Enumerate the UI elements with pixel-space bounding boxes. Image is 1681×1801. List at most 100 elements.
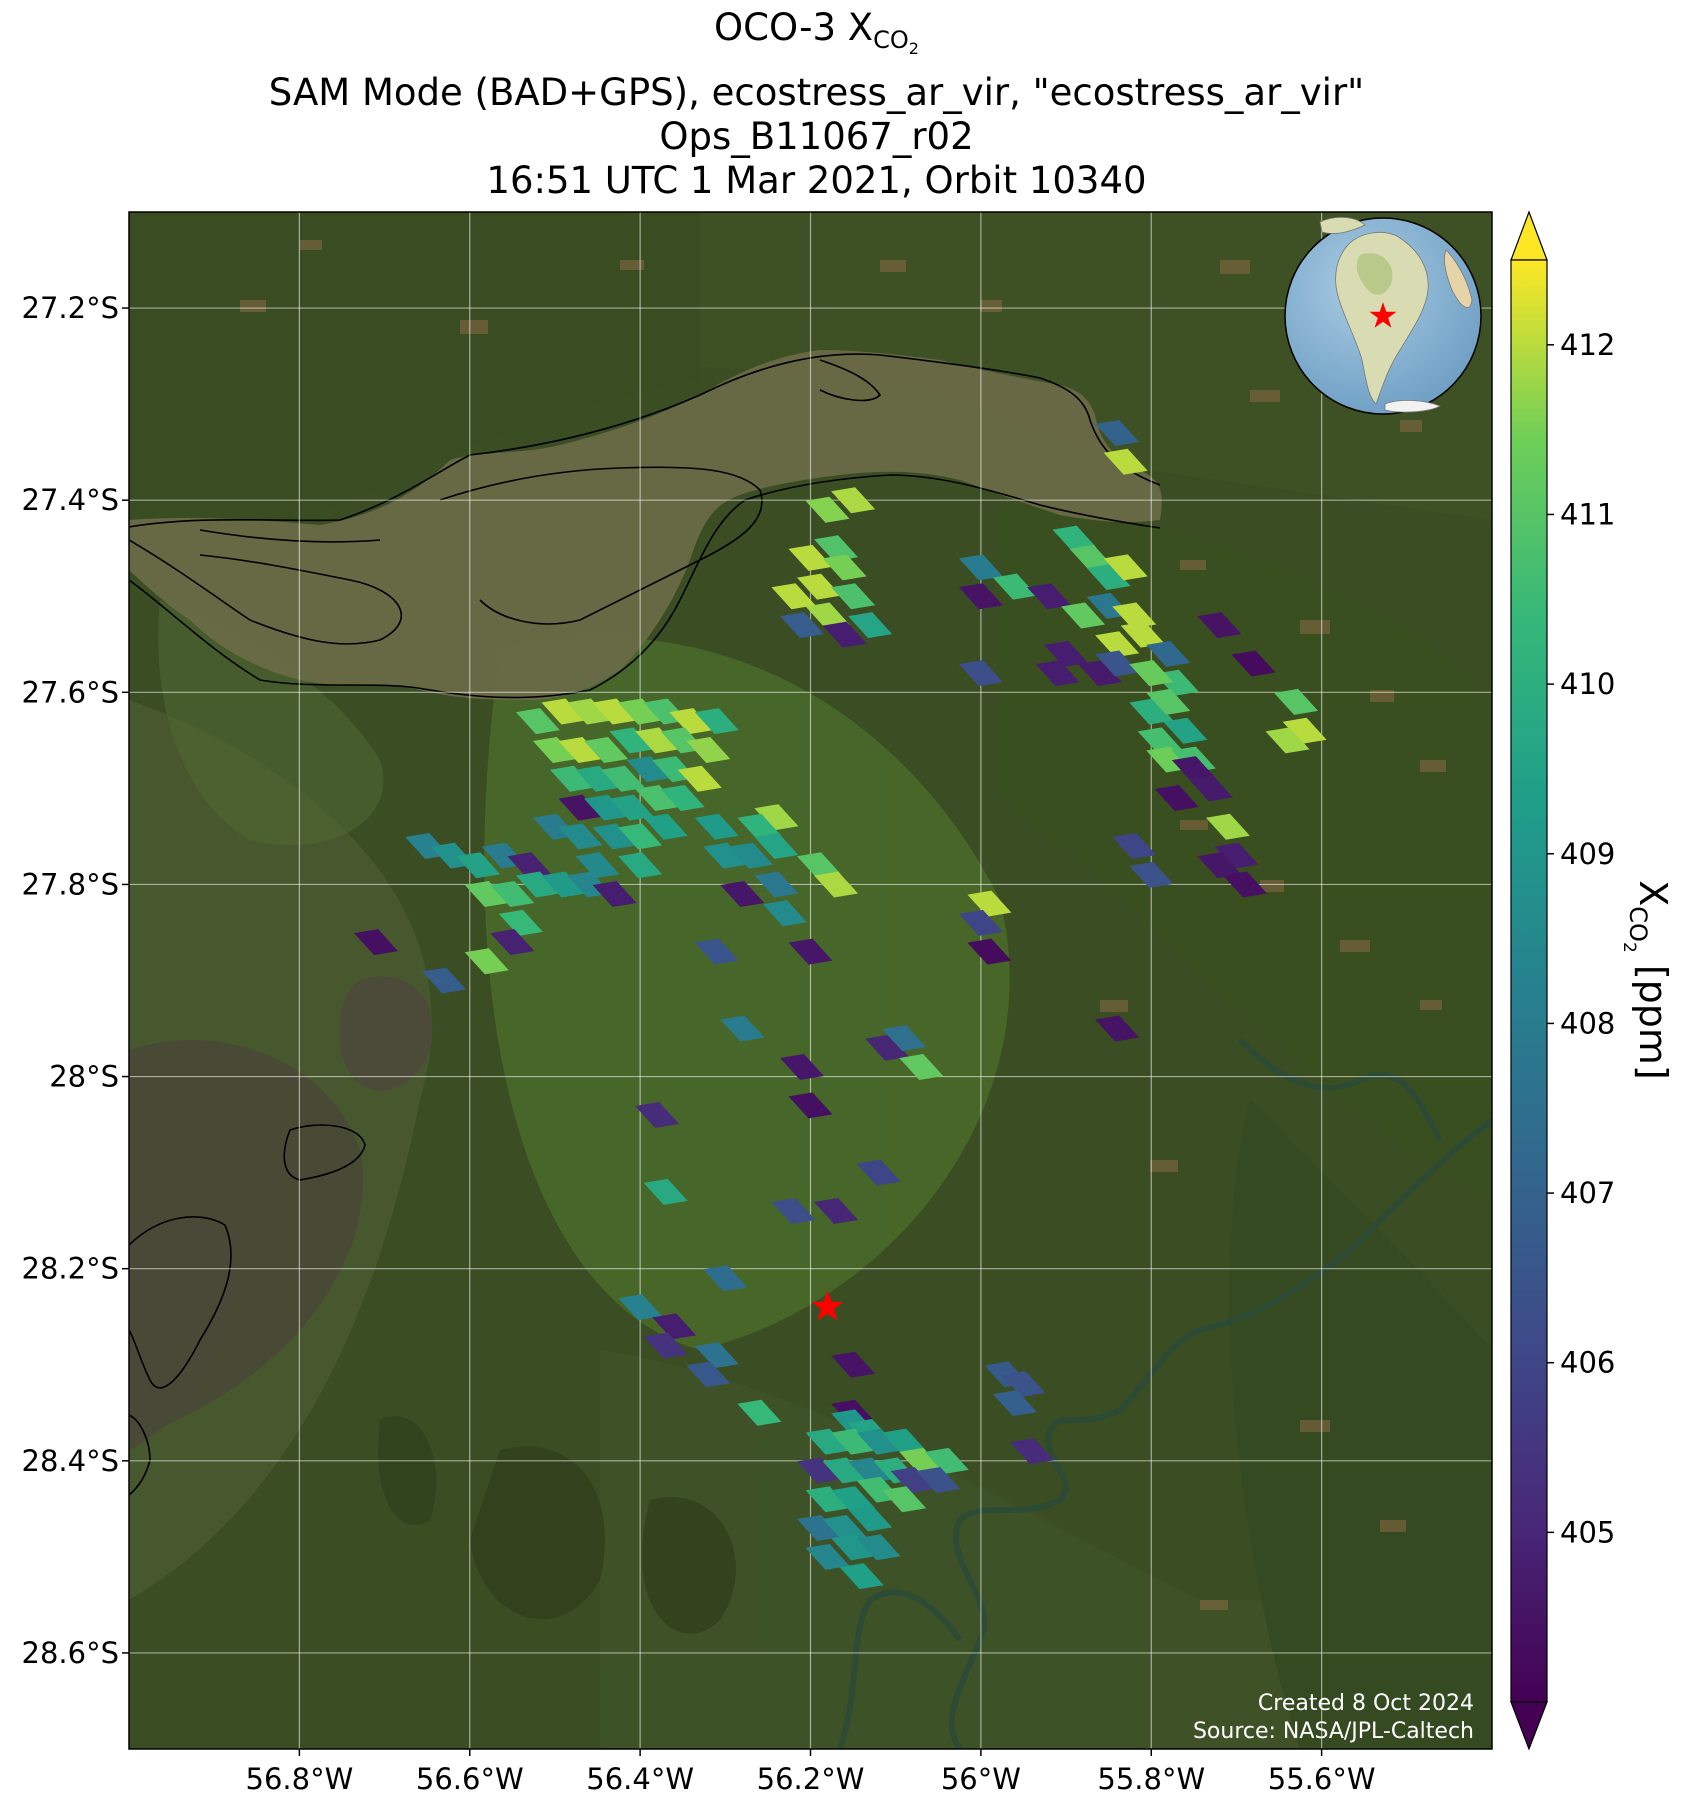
- sounding-footprint[interactable]: [1027, 583, 1072, 610]
- sounding-footprint[interactable]: [805, 1428, 850, 1455]
- sounding-footprint[interactable]: [916, 1467, 961, 1494]
- sounding-footprint[interactable]: [490, 881, 535, 908]
- sounding-footprint[interactable]: [958, 583, 1003, 610]
- sounding-footprint[interactable]: [575, 765, 620, 792]
- sounding-footprint[interactable]: [797, 573, 842, 600]
- sounding-footprint[interactable]: [635, 727, 680, 754]
- sounding-footprint[interactable]: [575, 852, 620, 879]
- sounding-footprint[interactable]: [720, 881, 765, 908]
- sounding-footprint[interactable]: [456, 852, 501, 879]
- sounding-footprint[interactable]: [831, 487, 876, 514]
- sounding-footprint[interactable]: [686, 736, 731, 763]
- sounding-footprint[interactable]: [822, 554, 867, 581]
- sounding-footprint[interactable]: [703, 842, 748, 869]
- sounding-footprint[interactable]: [882, 1025, 927, 1052]
- sounding-footprint[interactable]: [848, 1505, 893, 1532]
- sounding-footprint[interactable]: [848, 1457, 893, 1484]
- sounding-footprint[interactable]: [1222, 871, 1267, 898]
- sounding-footprint[interactable]: [899, 1447, 944, 1474]
- sounding-footprint[interactable]: [1052, 525, 1097, 552]
- sounding-footprint[interactable]: [694, 813, 739, 840]
- sounding-footprint[interactable]: [805, 1486, 850, 1513]
- map-panel[interactable]: Created 8 Oct 2024 Source: NASA/JPL-Calt…: [129, 212, 1492, 1749]
- sounding-footprint[interactable]: [1112, 833, 1157, 860]
- sounding-footprint[interactable]: [882, 1428, 927, 1455]
- sounding-footprint[interactable]: [805, 602, 850, 629]
- sounding-footprint[interactable]: [865, 1034, 910, 1061]
- sounding-footprint[interactable]: [584, 794, 629, 821]
- sounding-footprint[interactable]: [541, 698, 586, 725]
- sounding-footprint[interactable]: [822, 1515, 867, 1542]
- sounding-footprint[interactable]: [694, 938, 739, 965]
- sounding-footprint[interactable]: [541, 871, 586, 898]
- sounding-footprint[interactable]: [1129, 861, 1174, 888]
- sounding-footprint[interactable]: [839, 1563, 884, 1590]
- sounding-footprint[interactable]: [797, 852, 842, 879]
- sounding-footprint[interactable]: [1197, 612, 1242, 639]
- sounding-footprint[interactable]: [609, 794, 654, 821]
- sounding-footprint[interactable]: [890, 1467, 935, 1494]
- sounding-footprint[interactable]: [558, 794, 603, 821]
- sounding-footprint[interactable]: [1146, 640, 1191, 667]
- sounding-footprint[interactable]: [1001, 1370, 1046, 1397]
- sounding-footprint[interactable]: [532, 736, 577, 763]
- sounding-footprint[interactable]: [856, 1159, 901, 1186]
- sounding-footprint[interactable]: [490, 929, 535, 956]
- sounding-footprint[interactable]: [737, 813, 782, 840]
- sounding-footprint[interactable]: [814, 871, 859, 898]
- sounding-footprint[interactable]: [1035, 660, 1080, 687]
- sounding-footprint[interactable]: [498, 909, 543, 936]
- xco2-soundings[interactable]: [354, 419, 1327, 1590]
- sounding-footprint[interactable]: [1129, 660, 1174, 687]
- sounding-footprint[interactable]: [958, 909, 1003, 936]
- sounding-footprint[interactable]: [788, 938, 833, 965]
- sounding-footprint[interactable]: [422, 967, 467, 994]
- sounding-footprint[interactable]: [958, 660, 1003, 687]
- sounding-footprint[interactable]: [1095, 650, 1140, 677]
- sounding-footprint[interactable]: [856, 1534, 901, 1561]
- sounding-footprint[interactable]: [1103, 554, 1148, 581]
- sounding-footprint[interactable]: [814, 535, 859, 562]
- sounding-footprint[interactable]: [1061, 602, 1106, 629]
- sounding-footprint[interactable]: [967, 938, 1012, 965]
- sounding-footprint[interactable]: [618, 823, 663, 850]
- sounding-footprint[interactable]: [831, 1351, 876, 1378]
- sounding-footprint[interactable]: [558, 736, 603, 763]
- sounding-footprint[interactable]: [635, 1101, 680, 1128]
- sounding-footprint[interactable]: [703, 1265, 748, 1292]
- sounding-footprint[interactable]: [848, 612, 893, 639]
- sounding-footprint[interactable]: [831, 1486, 876, 1513]
- sounding-footprint[interactable]: [1137, 727, 1182, 754]
- sounding-footprint[interactable]: [1078, 660, 1123, 687]
- sounding-footprint[interactable]: [601, 765, 646, 792]
- sounding-footprint[interactable]: [899, 1053, 944, 1080]
- sounding-footprint[interactable]: [805, 496, 850, 523]
- sounding-footprint[interactable]: [643, 1178, 688, 1205]
- sounding-footprint[interactable]: [1231, 650, 1276, 677]
- sounding-footprint[interactable]: [686, 1361, 731, 1388]
- sounding-footprint[interactable]: [754, 833, 799, 860]
- sounding-footprint[interactable]: [1009, 1438, 1054, 1465]
- sounding-footprint[interactable]: [1188, 775, 1233, 802]
- sounding-footprint[interactable]: [1163, 717, 1208, 744]
- sounding-footprint[interactable]: [822, 1457, 867, 1484]
- sounding-footprint[interactable]: [1274, 688, 1319, 715]
- sounding-footprint[interactable]: [788, 1092, 833, 1119]
- sounding-footprint[interactable]: [831, 583, 876, 610]
- sounding-footprint[interactable]: [728, 842, 773, 869]
- sounding-footprint[interactable]: [1154, 784, 1199, 811]
- sounding-footprint[interactable]: [618, 852, 663, 879]
- sounding-footprint[interactable]: [720, 1015, 765, 1042]
- sounding-footprint[interactable]: [464, 948, 509, 975]
- sounding-footprint[interactable]: [1146, 688, 1191, 715]
- sounding-footprint[interactable]: [805, 1543, 850, 1570]
- sounding-footprint[interactable]: [797, 1515, 842, 1542]
- sounding-footprint[interactable]: [992, 1390, 1037, 1417]
- sounding-footprint[interactable]: [618, 698, 663, 725]
- sounding-footprint[interactable]: [1069, 544, 1114, 571]
- sounding-footprint[interactable]: [1086, 564, 1131, 591]
- sounding-footprint[interactable]: [549, 765, 594, 792]
- sounding-footprint[interactable]: [1095, 631, 1140, 658]
- sounding-footprint[interactable]: [592, 823, 637, 850]
- sounding-footprint[interactable]: [618, 1294, 663, 1321]
